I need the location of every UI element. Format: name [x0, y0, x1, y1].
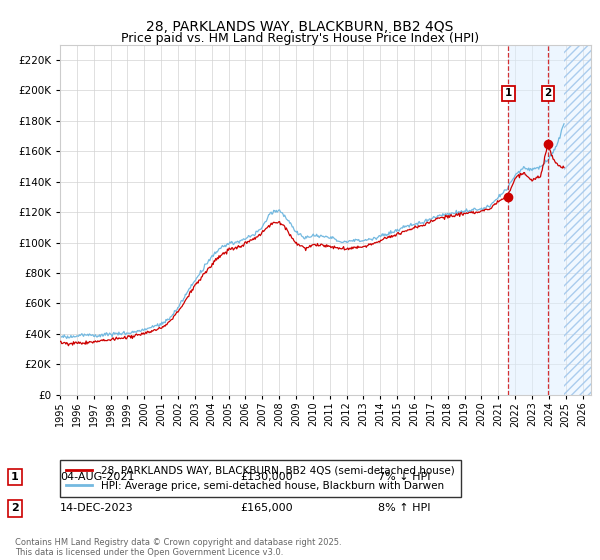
Text: 2: 2 — [545, 88, 552, 99]
Text: 28, PARKLANDS WAY, BLACKBURN, BB2 4QS: 28, PARKLANDS WAY, BLACKBURN, BB2 4QS — [146, 20, 454, 34]
Text: £130,000: £130,000 — [240, 472, 293, 482]
Legend: 28, PARKLANDS WAY, BLACKBURN, BB2 4QS (semi-detached house), HPI: Average price,: 28, PARKLANDS WAY, BLACKBURN, BB2 4QS (s… — [60, 460, 461, 497]
Text: 04-AUG-2021: 04-AUG-2021 — [60, 472, 134, 482]
Text: 8% ↑ HPI: 8% ↑ HPI — [378, 503, 431, 514]
Bar — [564, 45, 591, 395]
Text: £165,000: £165,000 — [240, 503, 293, 514]
Text: 2: 2 — [11, 503, 19, 514]
Text: 1: 1 — [11, 472, 19, 482]
Text: 7% ↓ HPI: 7% ↓ HPI — [378, 472, 431, 482]
Text: 1: 1 — [505, 88, 512, 99]
Bar — [508, 45, 564, 395]
Text: Price paid vs. HM Land Registry's House Price Index (HPI): Price paid vs. HM Land Registry's House … — [121, 32, 479, 45]
Text: Contains HM Land Registry data © Crown copyright and database right 2025.
This d: Contains HM Land Registry data © Crown c… — [15, 538, 341, 557]
Bar — [564, 45, 591, 395]
Text: 14-DEC-2023: 14-DEC-2023 — [60, 503, 134, 514]
